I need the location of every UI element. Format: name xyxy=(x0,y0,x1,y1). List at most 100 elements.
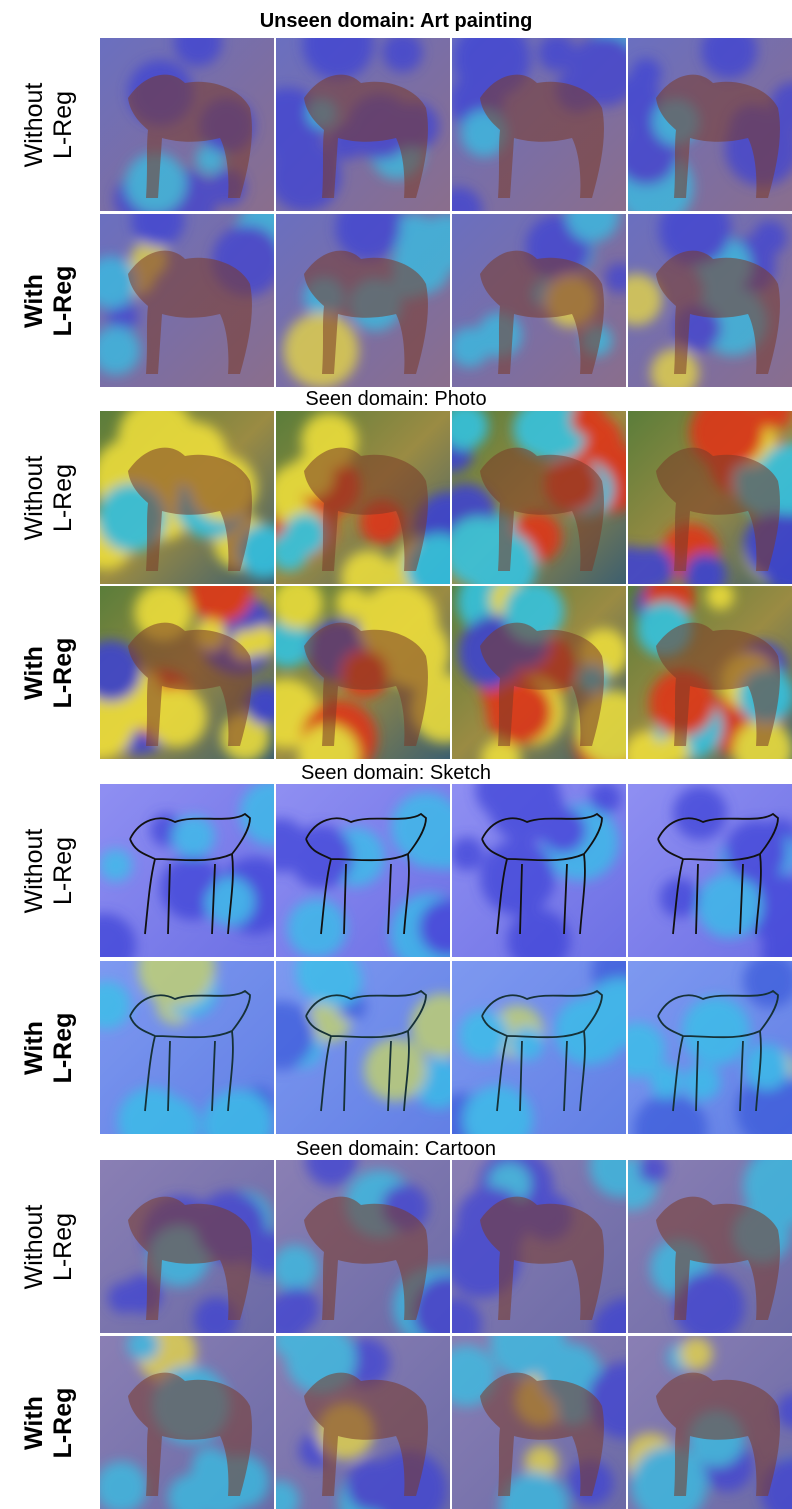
row-label-text: With L-Reg xyxy=(20,637,78,708)
row-label-line2: L-Reg xyxy=(49,836,77,905)
heatmap-image xyxy=(276,961,450,1134)
attention-map-tile xyxy=(100,586,274,759)
heatmap-image xyxy=(452,961,626,1134)
attention-map-tile xyxy=(276,961,450,1134)
section-title: Seen domain: Cartoon xyxy=(295,1138,497,1160)
heatmap-image xyxy=(276,784,450,957)
row-label-line1: With xyxy=(20,1395,48,1450)
heatmap-image xyxy=(628,1336,792,1509)
attention-map-tile xyxy=(100,1336,274,1509)
attention-map-tile xyxy=(276,411,450,584)
heatmap-image xyxy=(276,586,450,759)
attention-map-tile xyxy=(276,784,450,957)
row-label-text: Without L-Reg xyxy=(20,828,78,913)
heatmap-image xyxy=(100,586,274,759)
row-label-line1: Without xyxy=(20,455,48,540)
heatmap-image xyxy=(100,1336,274,1509)
attention-map-tile xyxy=(628,214,792,387)
heatmap-image xyxy=(452,214,626,387)
attention-map-tile xyxy=(452,38,626,211)
row-label-text: With L-Reg xyxy=(20,1012,78,1083)
attention-map-tile xyxy=(628,784,792,957)
heatmap-image xyxy=(100,38,274,211)
attention-map-tile xyxy=(452,1336,626,1509)
row-label-line2: L-Reg xyxy=(49,1012,77,1083)
row-label-line1: With xyxy=(20,1020,48,1075)
row-label: Without L-Reg xyxy=(0,1160,98,1333)
heatmap-image xyxy=(628,411,792,584)
heatmap-image xyxy=(100,784,274,957)
heatmap-image xyxy=(276,214,450,387)
row-label-text: Without L-Reg xyxy=(20,82,78,167)
heatmap-image xyxy=(100,961,274,1134)
heatmap-image xyxy=(452,586,626,759)
row-label-text: Without L-Reg xyxy=(20,1204,78,1289)
section-title: Seen domain: Sketch xyxy=(300,762,492,784)
attention-map-tile xyxy=(100,411,274,584)
row-label-line1: Without xyxy=(20,828,48,913)
attention-map-tile xyxy=(100,784,274,957)
heatmap-image xyxy=(452,1160,626,1333)
heatmap-image xyxy=(100,411,274,584)
attention-map-tile xyxy=(628,961,792,1134)
row-label-text: With L-Reg xyxy=(20,265,78,336)
attention-map-tile xyxy=(276,1160,450,1333)
row-label-text: With L-Reg xyxy=(20,1387,78,1458)
heatmap-image xyxy=(276,1336,450,1509)
attention-map-tile xyxy=(628,1160,792,1333)
attention-map-tile xyxy=(452,411,626,584)
attention-map-tile xyxy=(100,961,274,1134)
heatmap-image xyxy=(628,961,792,1134)
row-label-line2: L-Reg xyxy=(49,90,77,159)
heatmap-image xyxy=(452,38,626,211)
row-label: With L-Reg xyxy=(0,214,98,387)
row-label-line1: Without xyxy=(20,1204,48,1289)
row-label-line1: Without xyxy=(20,82,48,167)
attention-map-tile xyxy=(452,961,626,1134)
heatmap-image xyxy=(452,1336,626,1509)
row-label: With L-Reg xyxy=(0,961,98,1134)
heatmap-image xyxy=(100,1160,274,1333)
heatmap-image xyxy=(100,214,274,387)
row-label-line2: L-Reg xyxy=(49,1212,77,1281)
heatmap-image xyxy=(628,38,792,211)
heatmap-image xyxy=(452,784,626,957)
heatmap-image xyxy=(628,586,792,759)
attention-map-tile xyxy=(452,784,626,957)
attention-map-tile xyxy=(100,214,274,387)
attention-map-tile xyxy=(452,214,626,387)
row-label-line2: L-Reg xyxy=(49,463,77,532)
row-label-line2: L-Reg xyxy=(49,1387,77,1458)
row-label-line1: With xyxy=(20,645,48,700)
heatmap-image xyxy=(628,784,792,957)
row-label-line1: With xyxy=(20,273,48,328)
heatmap-image xyxy=(276,411,450,584)
attention-map-tile xyxy=(276,586,450,759)
heatmap-image xyxy=(628,1160,792,1333)
heatmap-image xyxy=(276,38,450,211)
row-label-line2: L-Reg xyxy=(49,637,77,708)
attention-map-tile xyxy=(628,38,792,211)
section-title: Unseen domain: Art painting xyxy=(259,10,533,32)
section-title: Seen domain: Photo xyxy=(305,388,487,410)
attention-map-tile xyxy=(276,38,450,211)
attention-map-tile xyxy=(276,214,450,387)
attention-map-tile xyxy=(100,1160,274,1333)
row-label: Without L-Reg xyxy=(0,784,98,957)
row-label: Without L-Reg xyxy=(0,38,98,211)
attention-map-tile xyxy=(628,586,792,759)
attention-map-tile xyxy=(628,411,792,584)
attention-map-tile xyxy=(452,586,626,759)
row-label: With L-Reg xyxy=(0,586,98,759)
heatmap-image xyxy=(628,214,792,387)
attention-map-tile xyxy=(628,1336,792,1509)
attention-map-tile xyxy=(452,1160,626,1333)
heatmap-image xyxy=(452,411,626,584)
attention-map-tile xyxy=(276,1336,450,1509)
row-label: Without L-Reg xyxy=(0,411,98,584)
row-label-line2: L-Reg xyxy=(49,265,77,336)
row-label-text: Without L-Reg xyxy=(20,455,78,540)
attention-map-tile xyxy=(100,38,274,211)
row-label: With L-Reg xyxy=(0,1336,98,1509)
heatmap-image xyxy=(276,1160,450,1333)
